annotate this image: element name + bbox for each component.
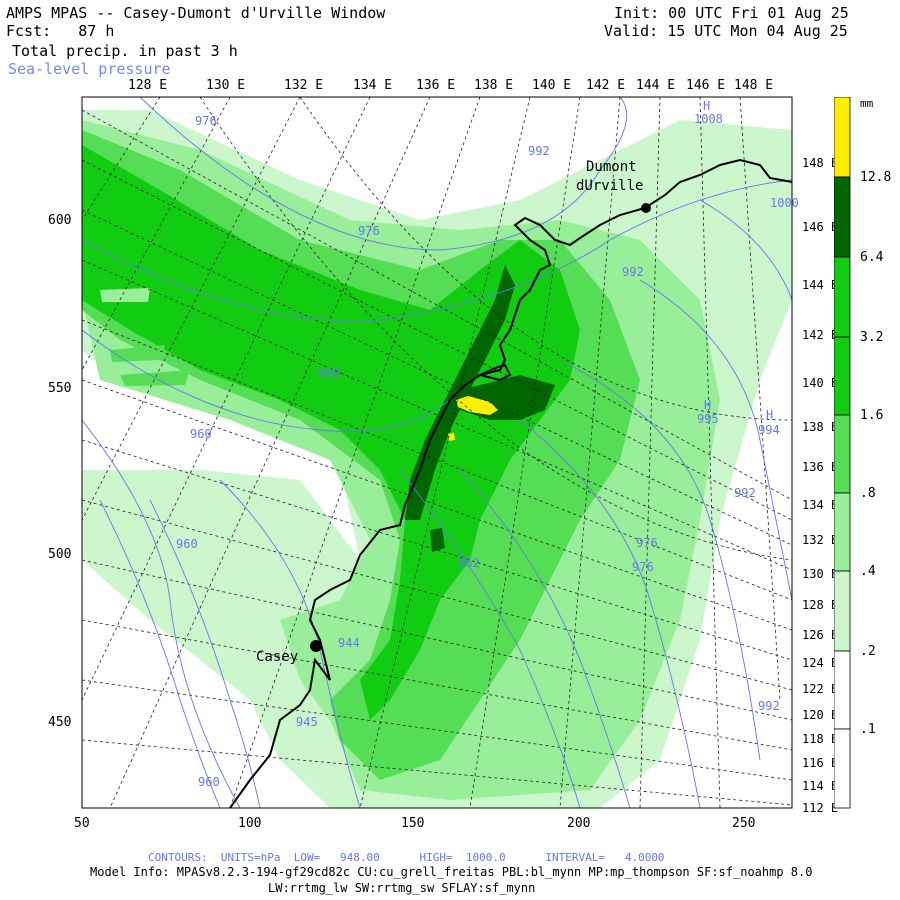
lon-label-top: 130 E — [206, 78, 246, 93]
valid-time: Valid: 15 UTC Mon 04 Aug 25 — [604, 22, 848, 40]
isobars — [82, 97, 792, 808]
forecast-hour: Fcst: 87 h — [6, 22, 114, 40]
station-label-casey: Casey — [256, 649, 299, 665]
high-marker: H — [703, 99, 711, 113]
graticule — [82, 97, 792, 808]
y-tick: 550 — [48, 381, 72, 396]
x-tick: 50 — [74, 816, 90, 831]
lon-label-right: 120 E — [802, 708, 839, 722]
isobar-label: 960 — [318, 366, 340, 380]
lon-label-right: 130 E — [802, 567, 839, 581]
isobar-label: 960 — [176, 537, 198, 551]
high-marker: H — [766, 408, 774, 422]
isobar-label: 994 — [758, 423, 780, 437]
isobar-label: 960 — [198, 775, 220, 789]
lon-label-right: 124 E — [802, 656, 839, 670]
map-frame — [81, 96, 793, 809]
colorbar-level: 12.8 — [860, 170, 892, 185]
lon-label-top: 134 E — [353, 78, 393, 93]
precip-patch-1 — [100, 288, 150, 302]
contour-info: CONTOURS: UNITS=hPa LOW= 948.00 HIGH= 10… — [148, 851, 665, 864]
isobar-label: 952 — [458, 556, 480, 570]
model-info-2: LW:rrtmg_lw SW:rrtmg_sw SFLAY:sf_mynn — [268, 881, 536, 895]
lon-label-right: 112 E — [802, 801, 839, 815]
isobar-label: 1008 — [694, 112, 723, 126]
init-time: Init: 00 UTC Fri 01 Aug 25 — [614, 4, 849, 22]
casey-station — [310, 640, 322, 652]
isobar-label: 944 — [338, 636, 360, 650]
lon-label-right: 136 E — [802, 460, 839, 474]
isobar-label: 992 — [758, 699, 780, 713]
lon-label-right: 148 E — [802, 156, 839, 170]
colorbar-level: 6.4 — [860, 250, 884, 265]
x-tick: 200 — [567, 816, 591, 831]
y-tick: 600 — [48, 213, 72, 228]
station-label-dumont-1: Dumont — [586, 159, 637, 175]
high-marker: H — [704, 398, 712, 412]
lon-label-top: 144 E — [636, 78, 676, 93]
forecast-label: Fcst: — [6, 22, 52, 40]
lon-label-top: 146 E — [686, 78, 726, 93]
lon-label-right: 134 E — [802, 498, 839, 512]
colorbar-level: .1 — [860, 722, 876, 737]
colorbar-level: .2 — [860, 644, 876, 659]
precip-bright — [82, 145, 580, 720]
colorbar-unit: mm — [860, 97, 874, 110]
isobar-label: 976 — [195, 114, 217, 128]
colorbar-level: .4 — [860, 564, 876, 579]
x-tick: 150 — [401, 816, 425, 831]
isobar-label: 976 — [636, 536, 658, 550]
lon-label-top: 140 E — [532, 78, 572, 93]
colorbar-level: .8 — [860, 486, 876, 501]
lon-label-top: 148 E — [734, 78, 774, 93]
isobar-label: 945 — [296, 715, 318, 729]
lon-label-right: 126 E — [802, 628, 839, 642]
precip-dark-3 — [430, 528, 445, 552]
precip-shading — [82, 110, 792, 808]
isobar-label: 992 — [528, 144, 550, 158]
isobar-label: 960 — [190, 427, 212, 441]
x-tick: 250 — [732, 816, 756, 831]
precip-max — [456, 396, 498, 415]
lon-label-top: 128 E — [128, 78, 168, 93]
lon-label-right: 144 E — [802, 278, 839, 292]
overlay-name: Sea-level pressure — [8, 60, 171, 78]
lon-label-right: 128 E — [802, 598, 839, 612]
lon-label-right: 114 E — [802, 779, 839, 793]
dumont-durville-station — [641, 203, 651, 213]
isobar-label: 995 — [697, 412, 719, 426]
colorbar-level: 1.6 — [860, 408, 884, 423]
station-label-dumont-2: dUrville — [576, 178, 644, 194]
colorbar — [834, 97, 851, 809]
forecast-value: 87 h — [78, 22, 115, 40]
y-tick: 500 — [48, 547, 72, 562]
coastline — [229, 158, 792, 808]
lon-label-top: 132 E — [284, 78, 324, 93]
lon-label-right: 138 E — [802, 420, 839, 434]
isobar-label: 1000 — [770, 196, 799, 210]
isobar-label: 992 — [622, 265, 644, 279]
lon-label-top: 136 E — [416, 78, 456, 93]
lon-label-right: 118 E — [802, 732, 839, 746]
isobar-label: 976 — [358, 224, 380, 238]
isobar-label: 976 — [632, 560, 654, 574]
lon-label-right: 142 E — [802, 328, 839, 342]
lon-label-right: 146 E — [802, 220, 839, 234]
model-info: Model Info: MPASv8.2.3-194-gf29cd82c CU:… — [90, 865, 813, 879]
x-tick: 100 — [238, 816, 262, 831]
colorbar-level: 3.2 — [860, 330, 884, 345]
lon-label-right: 132 E — [802, 533, 839, 547]
lon-label-right: 116 E — [802, 756, 839, 770]
field-name: Total precip. in past 3 h — [12, 42, 238, 60]
lon-label-top: 142 E — [586, 78, 626, 93]
lon-label-right: 122 E — [802, 682, 839, 696]
plot-title: AMPS MPAS -- Casey-Dumont d'Urville Wind… — [6, 4, 386, 22]
precip-patch-2 — [110, 345, 165, 362]
lon-label-right: 140 E — [802, 376, 839, 390]
precip-max-2 — [448, 433, 455, 441]
lon-label-top: 138 E — [474, 78, 514, 93]
y-tick: 450 — [48, 715, 72, 730]
isobar-label: 992 — [734, 486, 756, 500]
